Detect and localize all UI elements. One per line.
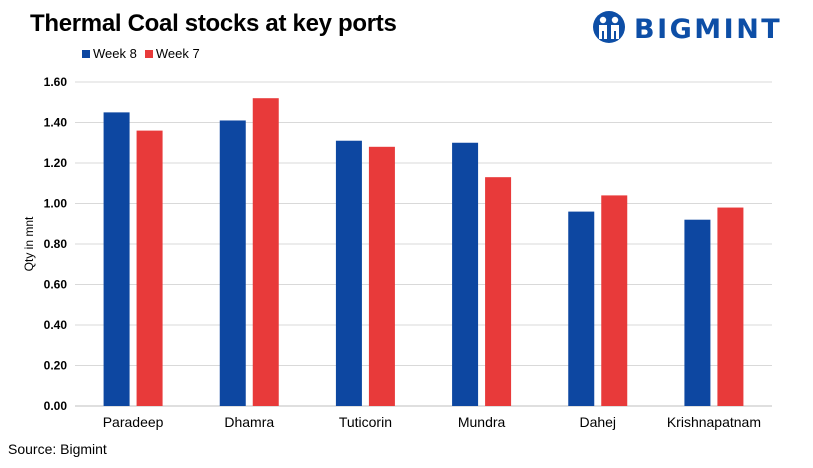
x-tick-label: Tuticorin <box>339 414 392 430</box>
bar-week8-krishnapatnam <box>684 219 711 406</box>
logo-text: BIGMINT <box>634 14 783 45</box>
y-tick-label: 0.00 <box>44 399 68 413</box>
y-axis-label: Qty in mnt <box>22 216 36 271</box>
y-tick-label: 1.00 <box>44 197 68 211</box>
bar-week7-dhamra <box>252 98 279 406</box>
y-tick-label: 1.60 <box>44 75 68 89</box>
legend-swatch-week7 <box>144 49 153 58</box>
y-tick-label: 0.80 <box>44 237 68 251</box>
y-tick-label: 1.40 <box>44 116 68 130</box>
x-tick-label: Dahej <box>579 414 616 430</box>
legend-swatch-week8 <box>82 49 90 58</box>
source-note: Source: Bigmint <box>8 441 107 457</box>
bar-week8-dahej <box>568 211 595 406</box>
bigmint-people-icon <box>592 10 626 49</box>
chart-title: Thermal Coal stocks at key ports <box>30 10 397 37</box>
x-tick-label: Dhamra <box>224 414 274 430</box>
y-tick-label: 0.40 <box>44 318 68 332</box>
legend-item-week7: Week 7 <box>144 46 200 61</box>
legend-label-week7: Week 7 <box>155 46 200 61</box>
bar-week8-paradeep <box>103 112 130 406</box>
y-tick-label: 0.20 <box>44 359 68 373</box>
legend: Week 8 Week 7 <box>82 46 208 61</box>
legend-label-week8: Week 8 <box>93 46 137 61</box>
bar-chart: 0.00 0.20 0.40 0.60 0.80 1.00 1.20 1.40 1.60 Qty … <box>22 75 772 430</box>
x-tick-label: Mundra <box>458 414 506 430</box>
bar-week7-dahej <box>601 195 628 406</box>
bar-week7-tuticorin <box>368 146 395 407</box>
x-tick-label: Krishnapatnam <box>667 414 761 430</box>
x-tick-label: Paradeep <box>103 414 164 430</box>
legend-item-week8: Week 8 <box>82 46 137 61</box>
y-tick-label: 1.20 <box>44 156 68 170</box>
bar-week7-mundra <box>485 177 512 406</box>
bar-week7-paradeep <box>136 130 163 406</box>
bar-week8-dhamra <box>219 120 246 406</box>
bar-week8-mundra <box>452 142 479 406</box>
bar-week8-tuticorin <box>335 140 362 406</box>
brand-logo: BIGMINT <box>592 10 782 49</box>
y-tick-label: 0.60 <box>44 278 68 292</box>
bar-week7-krishnapatnam <box>717 207 744 406</box>
